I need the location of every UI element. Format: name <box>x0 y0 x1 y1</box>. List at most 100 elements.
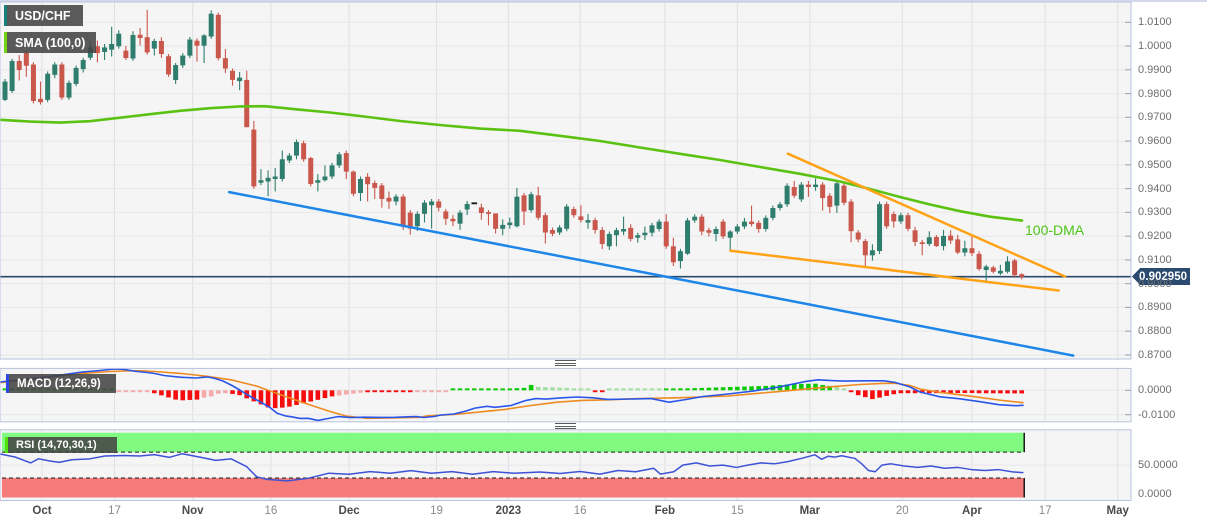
candle-down[interactable] <box>23 50 29 77</box>
candle-down[interactable] <box>912 226 918 247</box>
candle-down[interactable] <box>827 193 833 213</box>
candle-down[interactable] <box>905 212 911 232</box>
candle-down[interactable] <box>308 156 314 187</box>
candle-down[interactable] <box>59 62 65 100</box>
candle-up[interactable] <box>237 71 243 91</box>
candle-down[interactable] <box>720 219 726 239</box>
candle-down[interactable] <box>542 212 548 244</box>
candle-up[interactable] <box>777 201 783 211</box>
candle-down[interactable] <box>855 230 861 243</box>
candle-up[interactable] <box>877 201 883 255</box>
candle-down[interactable] <box>891 211 897 228</box>
candle-up[interactable] <box>457 210 463 230</box>
candle-down[interactable] <box>862 238 868 267</box>
candle-down[interactable] <box>407 210 413 235</box>
candle-up[interactable] <box>813 178 819 191</box>
candle-up[interactable] <box>500 219 506 236</box>
candle-up[interactable] <box>102 43 108 61</box>
candle-up[interactable] <box>677 248 683 269</box>
candle-up[interactable] <box>962 240 968 257</box>
candle-up[interactable] <box>1005 256 1011 274</box>
candle-down[interactable] <box>16 54 22 81</box>
main-panel-bg[interactable] <box>0 2 1131 359</box>
candle-up[interactable] <box>741 217 747 229</box>
macd-indicator-badge[interactable]: MACD (12,26,9) <box>6 374 116 393</box>
candle-up[interactable] <box>685 217 691 255</box>
candle-down[interactable] <box>663 214 669 249</box>
symbol-badge[interactable]: USD/CHF <box>4 5 83 26</box>
candle-up[interactable] <box>528 191 534 213</box>
candle-up[interactable] <box>606 231 612 250</box>
candle-down[interactable] <box>166 53 172 77</box>
candle-down[interactable] <box>749 205 755 227</box>
candle-up[interactable] <box>727 230 733 252</box>
candle-up[interactable] <box>713 226 719 242</box>
candle-up[interactable] <box>80 57 86 73</box>
candle-down[interactable] <box>485 210 491 226</box>
candle-down[interactable] <box>94 40 100 63</box>
candle-down[interactable] <box>123 45 129 61</box>
candle-down[interactable] <box>919 239 925 256</box>
candle-up[interactable] <box>507 217 513 229</box>
candle-down[interactable] <box>791 180 797 199</box>
candle-up[interactable] <box>130 31 136 61</box>
candle-up[interactable] <box>642 226 648 241</box>
candle-up[interactable] <box>9 58 15 94</box>
candle-down[interactable] <box>30 62 36 104</box>
candle-down[interactable] <box>599 226 605 249</box>
trendline-wedge-upper-orange[interactable] <box>786 152 1067 278</box>
candle-up[interactable] <box>692 214 698 223</box>
trendline-wedge-lower-orange[interactable] <box>729 249 1060 292</box>
candle-up[interactable] <box>635 232 641 243</box>
candle-up[interactable] <box>770 205 776 221</box>
candle-down[interactable] <box>38 81 44 105</box>
candle-up[interactable] <box>265 170 271 197</box>
candle-up[interactable] <box>279 150 285 182</box>
panel-resize-handle-rsi[interactable] <box>555 423 576 429</box>
candle-down[interactable] <box>535 186 541 221</box>
candle-down[interactable] <box>820 182 826 211</box>
trendline-descending-blue[interactable] <box>227 190 1075 357</box>
candle-up[interactable] <box>941 229 947 251</box>
candle-up[interactable] <box>336 151 342 168</box>
ohlc-dash-bar[interactable] <box>471 202 478 205</box>
candle-up[interactable] <box>585 213 591 229</box>
candle-down[interactable] <box>884 201 890 229</box>
candle-up[interactable] <box>151 38 157 56</box>
candle-up[interactable] <box>393 194 399 206</box>
candle-down[interactable] <box>848 199 854 243</box>
candle-up[interactable] <box>429 199 435 229</box>
candle-up[interactable] <box>564 204 570 232</box>
candle-up[interactable] <box>329 163 335 179</box>
rsi-indicator-badge[interactable]: RSI (14,70,30,1) <box>5 437 117 453</box>
candle-up[interactable] <box>272 167 278 192</box>
candle-up[interactable] <box>649 222 655 237</box>
candle-down[interactable] <box>144 9 150 55</box>
candle-down[interactable] <box>478 203 484 220</box>
candle-down[interactable] <box>521 192 527 226</box>
candle-up[interactable] <box>926 231 932 247</box>
candle-down[interactable] <box>222 49 228 74</box>
candle-up[interactable] <box>109 26 115 57</box>
candle-down[interactable] <box>350 170 356 197</box>
candle-up[interactable] <box>621 216 627 236</box>
candle-up[interactable] <box>613 227 619 247</box>
candle-up[interactable] <box>66 80 72 100</box>
candle-up[interactable] <box>173 63 179 85</box>
candle-up[interactable] <box>315 174 321 192</box>
candle-up[interactable] <box>734 224 740 235</box>
candle-up[interactable] <box>763 215 769 232</box>
candle-up[interactable] <box>322 165 328 182</box>
candle-up[interactable] <box>358 176 363 201</box>
candle-up[interactable] <box>180 53 186 68</box>
panel-resize-handle-macd[interactable] <box>555 360 576 366</box>
candle-down[interactable] <box>343 150 349 179</box>
candle-down[interactable] <box>628 224 634 242</box>
candle-down[interactable] <box>244 70 250 128</box>
candle-down[interactable] <box>450 215 456 227</box>
candle-up[interactable] <box>869 244 875 261</box>
candle-down[interactable] <box>158 37 164 58</box>
candle-down[interactable] <box>1012 258 1018 277</box>
candle-down[interactable] <box>443 208 449 225</box>
